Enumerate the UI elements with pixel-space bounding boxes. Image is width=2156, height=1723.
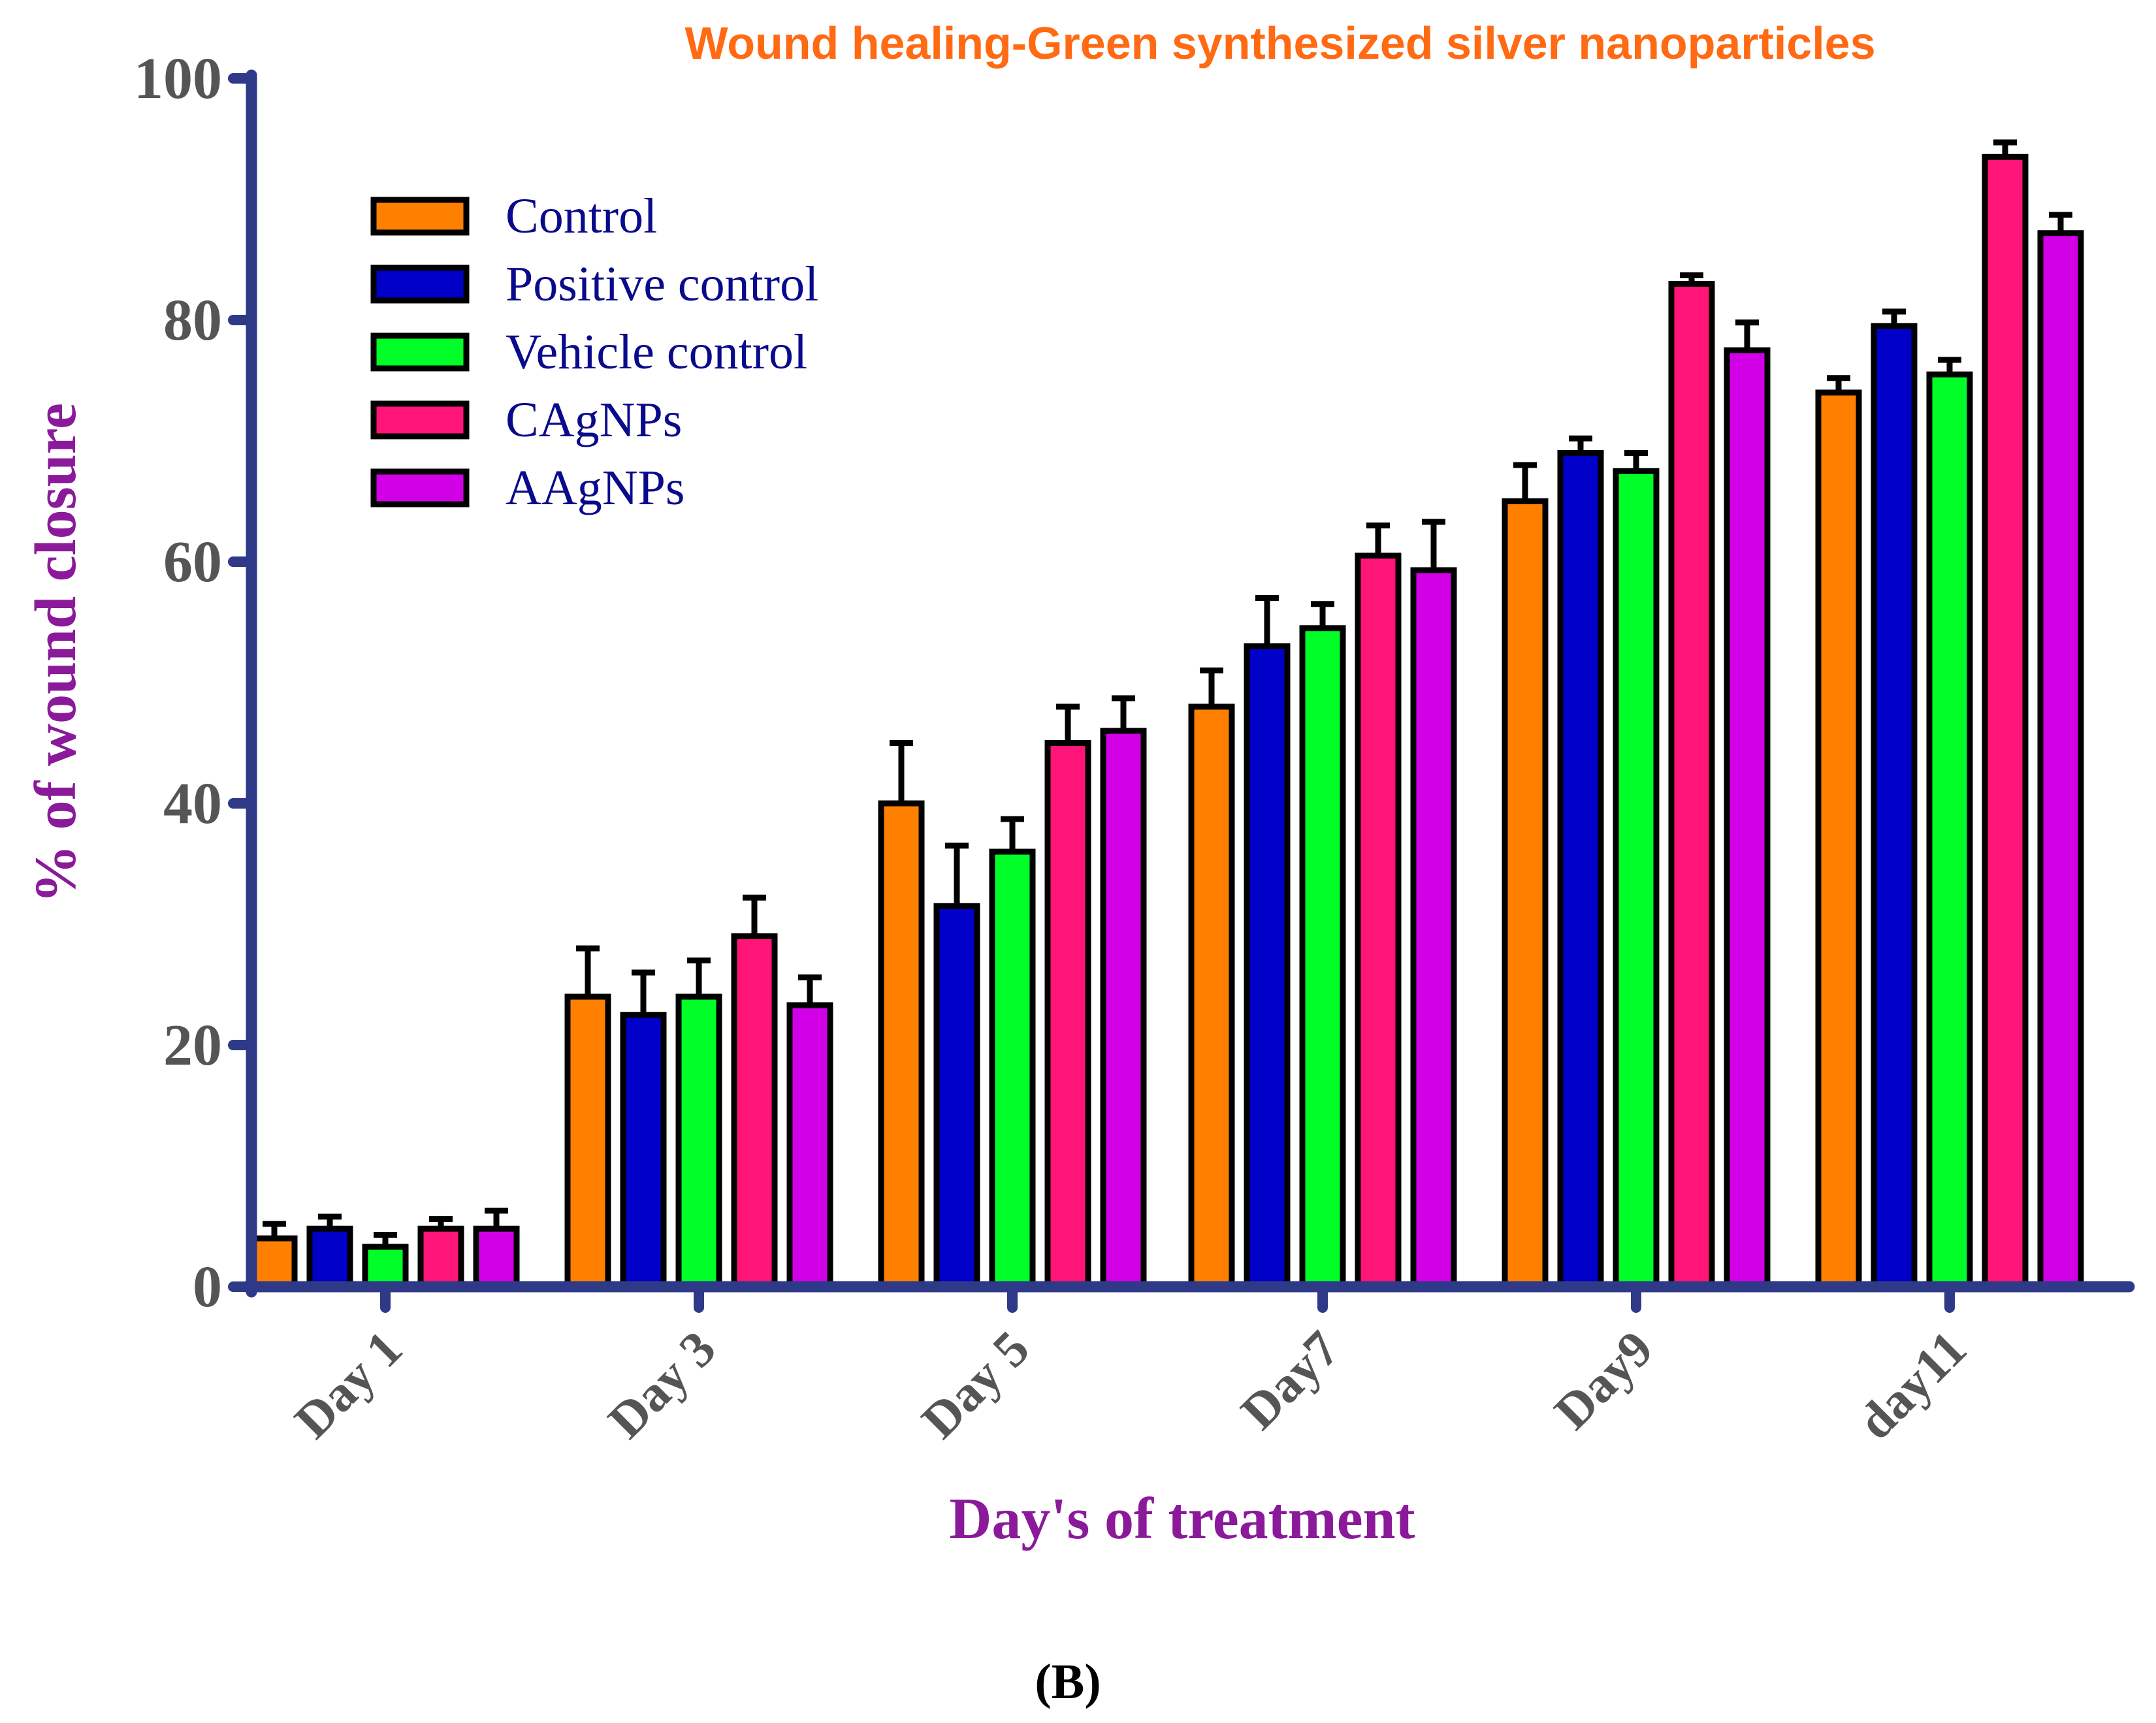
bar-positive-control-day11 bbox=[1871, 323, 1918, 1290]
legend-label-positive-control: Positive control bbox=[506, 257, 818, 312]
y-tick-label-100: 100 bbox=[134, 46, 222, 111]
legend-label-control: Control bbox=[506, 189, 657, 244]
x-tick-label-day-1: Day 1 bbox=[283, 1320, 413, 1449]
y-axis-title: % of wound closure bbox=[24, 403, 88, 903]
legend-swatch-aagnps bbox=[370, 468, 470, 507]
bar-positive-control-day-5 bbox=[933, 903, 980, 1290]
bar-positive-control-day-1 bbox=[306, 1225, 353, 1290]
x-tick-label-day11: day11 bbox=[1847, 1320, 1977, 1450]
bar-cagnps-day-1 bbox=[417, 1225, 464, 1290]
bar-vehicle-control-day9 bbox=[1613, 468, 1660, 1290]
legend: Control Positive control Vehicle control CA… bbox=[370, 189, 818, 515]
x-tick-label-day-3: Day 3 bbox=[597, 1320, 726, 1449]
x-axis-title: Day's of treatment bbox=[949, 1487, 1415, 1551]
legend-label-aagnps: AAgNPs bbox=[506, 460, 685, 515]
bar-control-day7 bbox=[1188, 703, 1235, 1290]
bar-control-day-3 bbox=[564, 993, 611, 1290]
y-tick-label-20: 20 bbox=[163, 1013, 222, 1078]
bar-positive-control-day7 bbox=[1244, 643, 1291, 1290]
legend-swatch-vehicle-control bbox=[370, 332, 470, 372]
x-tick-label-day9: Day9 bbox=[1543, 1320, 1664, 1440]
bar-cagnps-day9 bbox=[1668, 281, 1715, 1290]
bar-control-day-1 bbox=[251, 1235, 298, 1290]
x-tick-label-day7: Day7 bbox=[1230, 1320, 1350, 1440]
bar-aagnps-day-3 bbox=[786, 1002, 833, 1290]
bar-positive-control-day9 bbox=[1557, 450, 1604, 1290]
panel-label: (B) bbox=[1035, 1654, 1101, 1709]
bar-vehicle-control-day-1 bbox=[362, 1244, 409, 1290]
bar-aagnps-day-5 bbox=[1100, 728, 1147, 1290]
bar-aagnps-day11 bbox=[2037, 230, 2084, 1290]
bar-aagnps-day9 bbox=[1724, 347, 1771, 1290]
bar-cagnps-day-5 bbox=[1044, 740, 1091, 1290]
error-bars-layer bbox=[263, 139, 2072, 1247]
bar-vehicle-control-day-3 bbox=[675, 993, 722, 1290]
bar-vehicle-control-day11 bbox=[1926, 371, 1973, 1290]
bar-positive-control-day-3 bbox=[620, 1012, 667, 1290]
legend-label-vehicle-control: Vehicle control bbox=[506, 325, 807, 379]
chart-title: Wound healing-Green synthesized silver n… bbox=[684, 18, 1875, 69]
ticks-layer: 0 20 40 60 80 100 Day 1 Day 3 Day 5 Day7 Day9 day11 bbox=[134, 46, 1977, 1450]
bar-cagnps-day-3 bbox=[731, 933, 778, 1290]
bar-aagnps-day-1 bbox=[473, 1225, 520, 1290]
legend-swatch-control bbox=[370, 197, 470, 236]
legend-label-cagnps: CAgNPs bbox=[506, 393, 682, 447]
y-tick-label-60: 60 bbox=[163, 530, 222, 594]
bar-control-day11 bbox=[1815, 389, 1862, 1290]
bar-aagnps-day7 bbox=[1410, 567, 1457, 1290]
bar-control-day9 bbox=[1502, 498, 1549, 1290]
bar-vehicle-control-day7 bbox=[1299, 625, 1346, 1290]
y-tick-label-0: 0 bbox=[193, 1255, 222, 1319]
x-tick-label-day-5: Day 5 bbox=[910, 1320, 1040, 1449]
bars-layer bbox=[251, 153, 2084, 1290]
legend-swatch-positive-control bbox=[370, 265, 470, 304]
bar-cagnps-day7 bbox=[1355, 553, 1402, 1290]
bar-cagnps-day11 bbox=[1982, 153, 2029, 1290]
axes-layer bbox=[240, 69, 2135, 1298]
legend-swatch-cagnps bbox=[370, 400, 470, 440]
bar-control-day-5 bbox=[878, 800, 925, 1290]
y-tick-label-40: 40 bbox=[163, 771, 222, 836]
bar-vehicle-control-day-5 bbox=[989, 848, 1036, 1290]
y-tick-label-80: 80 bbox=[163, 288, 222, 353]
